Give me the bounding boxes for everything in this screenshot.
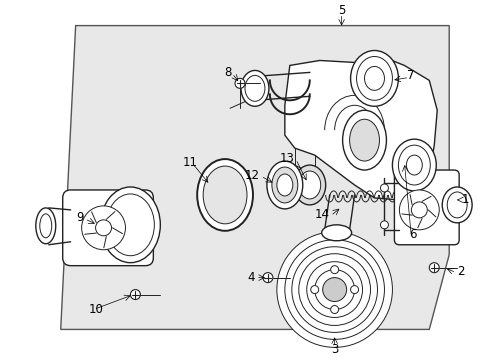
Ellipse shape — [406, 155, 422, 175]
Text: 3: 3 — [330, 343, 338, 356]
Circle shape — [95, 220, 111, 236]
Circle shape — [410, 202, 427, 218]
Ellipse shape — [203, 166, 246, 224]
Polygon shape — [285, 55, 436, 200]
Ellipse shape — [350, 50, 398, 106]
Text: 11: 11 — [183, 156, 197, 168]
Ellipse shape — [197, 159, 252, 231]
FancyBboxPatch shape — [394, 170, 458, 245]
Ellipse shape — [364, 67, 384, 90]
Ellipse shape — [398, 145, 429, 185]
Text: 14: 14 — [314, 208, 329, 221]
Text: 13: 13 — [279, 152, 294, 165]
Circle shape — [380, 221, 387, 229]
Circle shape — [330, 306, 338, 314]
Polygon shape — [61, 26, 448, 329]
Circle shape — [428, 263, 438, 273]
Text: 2: 2 — [456, 265, 464, 278]
Circle shape — [81, 206, 125, 250]
Circle shape — [310, 285, 318, 293]
Ellipse shape — [356, 57, 392, 100]
Circle shape — [263, 273, 272, 283]
Text: 7: 7 — [407, 69, 414, 82]
Ellipse shape — [392, 139, 435, 191]
Ellipse shape — [241, 71, 268, 106]
Circle shape — [350, 285, 358, 293]
Circle shape — [130, 289, 140, 300]
Ellipse shape — [321, 225, 351, 241]
Ellipse shape — [40, 214, 52, 238]
Text: 10: 10 — [88, 303, 103, 316]
Circle shape — [330, 266, 338, 274]
Circle shape — [291, 247, 377, 332]
Text: 8: 8 — [224, 66, 232, 79]
Circle shape — [399, 190, 438, 230]
Ellipse shape — [244, 75, 264, 101]
Circle shape — [306, 262, 362, 318]
Ellipse shape — [271, 167, 297, 203]
Ellipse shape — [447, 192, 466, 218]
Text: 6: 6 — [408, 228, 416, 241]
Ellipse shape — [349, 119, 379, 161]
FancyBboxPatch shape — [62, 190, 153, 266]
Circle shape — [298, 254, 370, 325]
Text: 1: 1 — [461, 193, 468, 206]
Ellipse shape — [36, 208, 56, 244]
Ellipse shape — [298, 171, 320, 199]
Ellipse shape — [266, 161, 302, 209]
Text: 12: 12 — [244, 168, 260, 181]
Circle shape — [314, 270, 354, 310]
Ellipse shape — [441, 187, 471, 223]
Ellipse shape — [101, 187, 160, 263]
Text: 9: 9 — [76, 211, 83, 224]
Circle shape — [235, 78, 244, 88]
Ellipse shape — [276, 174, 292, 196]
Text: 5: 5 — [337, 4, 345, 17]
Circle shape — [380, 184, 387, 192]
Circle shape — [285, 240, 384, 339]
Circle shape — [276, 232, 392, 347]
Ellipse shape — [342, 110, 386, 170]
Ellipse shape — [106, 194, 154, 256]
Text: 4: 4 — [247, 271, 254, 284]
Ellipse shape — [293, 165, 325, 205]
Circle shape — [322, 278, 346, 302]
